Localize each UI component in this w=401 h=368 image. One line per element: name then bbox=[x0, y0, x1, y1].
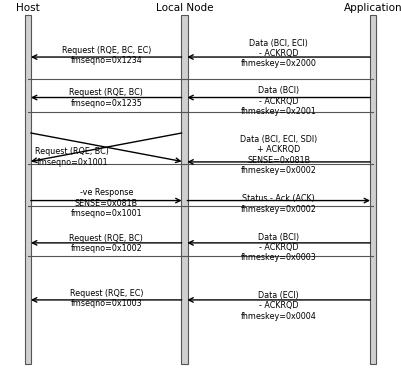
Text: Local Node: Local Node bbox=[156, 3, 213, 13]
Text: Request (RQE, BC)
fmseqno=0x1001: Request (RQE, BC) fmseqno=0x1001 bbox=[35, 147, 109, 167]
Text: Request (RQE, BC, EC)
fmseqno=0x1234: Request (RQE, BC, EC) fmseqno=0x1234 bbox=[62, 46, 151, 66]
Text: Data (BCI, ECI, SDI)
+ ACKRQD
SENSE=0x081B
fhmeskey=0x0002: Data (BCI, ECI, SDI) + ACKRQD SENSE=0x08… bbox=[240, 135, 317, 175]
Text: -ve Response
SENSE=0x081B
fmseqno=0x1001: -ve Response SENSE=0x081B fmseqno=0x1001 bbox=[71, 188, 142, 218]
Text: Application: Application bbox=[344, 3, 401, 13]
Bar bbox=[370, 15, 376, 364]
Text: Data (BCI)
- ACKRQD
fhmeskey=0x0003: Data (BCI) - ACKRQD fhmeskey=0x0003 bbox=[241, 233, 316, 262]
Text: Data (ECI)
- ACKRQD
fhmeskey=0x0004: Data (ECI) - ACKRQD fhmeskey=0x0004 bbox=[241, 291, 316, 321]
Text: Request (RQE, BC)
fmseqno=0x1002: Request (RQE, BC) fmseqno=0x1002 bbox=[69, 234, 143, 253]
Bar bbox=[181, 15, 188, 364]
Text: Data (BCI)
- ACKRQD
fhmeskey=0x2001: Data (BCI) - ACKRQD fhmeskey=0x2001 bbox=[241, 86, 317, 116]
Text: Host: Host bbox=[16, 3, 40, 13]
Text: Status - Ack (ACK)
fhmeskey=0x0002: Status - Ack (ACK) fhmeskey=0x0002 bbox=[241, 194, 317, 214]
Text: Request (RQE, EC)
fmseqno=0x1003: Request (RQE, EC) fmseqno=0x1003 bbox=[69, 289, 143, 308]
Text: Request (RQE, BC)
fmseqno=0x1235: Request (RQE, BC) fmseqno=0x1235 bbox=[69, 88, 143, 108]
Bar bbox=[25, 15, 31, 364]
Text: Data (BCI, ECI)
- ACKRQD
fhmeskey=0x2000: Data (BCI, ECI) - ACKRQD fhmeskey=0x2000 bbox=[241, 39, 317, 68]
